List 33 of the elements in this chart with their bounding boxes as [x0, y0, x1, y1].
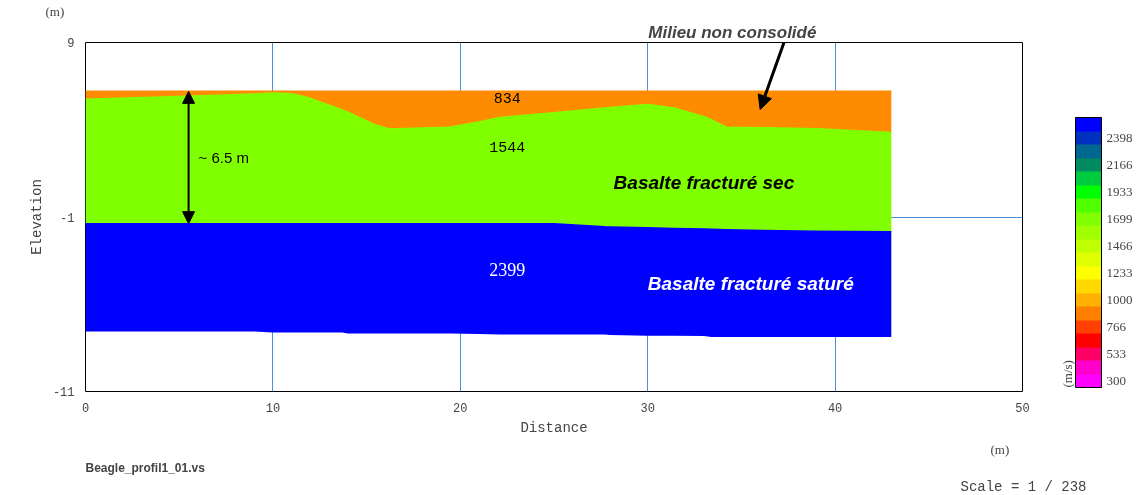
x-tick-label: 0: [81, 401, 90, 416]
color-bar-label: 1233: [1106, 264, 1133, 280]
color-bar-label: 1466: [1106, 237, 1133, 253]
text: Beagle_profil1_01.vs: [85, 460, 206, 475]
x-tick-label: 10: [265, 401, 281, 416]
y-tick-label: 9: [67, 37, 75, 51]
color-bar-label: 533: [1106, 345, 1126, 361]
color-bar-label: 1933: [1106, 183, 1133, 199]
text: Scale = 1 / 238: [960, 478, 1087, 495]
annotation: 2399: [489, 259, 526, 280]
text: Milieu non consolidé: [648, 22, 817, 42]
annotation: 1544: [489, 140, 526, 158]
text: (m): [990, 441, 1010, 457]
color-bar-label: 300: [1106, 372, 1126, 388]
color-bar-label: 1000: [1106, 291, 1133, 307]
color-bar-label: 2166: [1106, 156, 1133, 172]
y-tick-label: -1: [60, 211, 75, 226]
x-axis-title: Distance: [520, 419, 588, 436]
x-tick-label: 50: [1015, 401, 1030, 416]
color-bar-title: (m/s): [1059, 360, 1075, 388]
color-bar-label: 1699: [1106, 210, 1133, 226]
annotation: Basalte fracturé saturé: [647, 272, 855, 294]
x-tick-label: 20: [453, 401, 468, 416]
y-axis-title: Elevation: [28, 179, 45, 255]
annotation: ~ 6.5 m: [198, 149, 250, 166]
text: (m): [45, 3, 65, 19]
color-bar-label: 766: [1106, 318, 1127, 334]
y-tick-label: -11: [52, 386, 75, 400]
x-tick-label: 30: [640, 401, 655, 416]
annotation: 834: [493, 91, 521, 109]
annotation: Basalte fracturé sec: [613, 171, 795, 193]
color-bar-label: 2398: [1106, 129, 1133, 145]
x-tick-label: 40: [827, 401, 843, 416]
